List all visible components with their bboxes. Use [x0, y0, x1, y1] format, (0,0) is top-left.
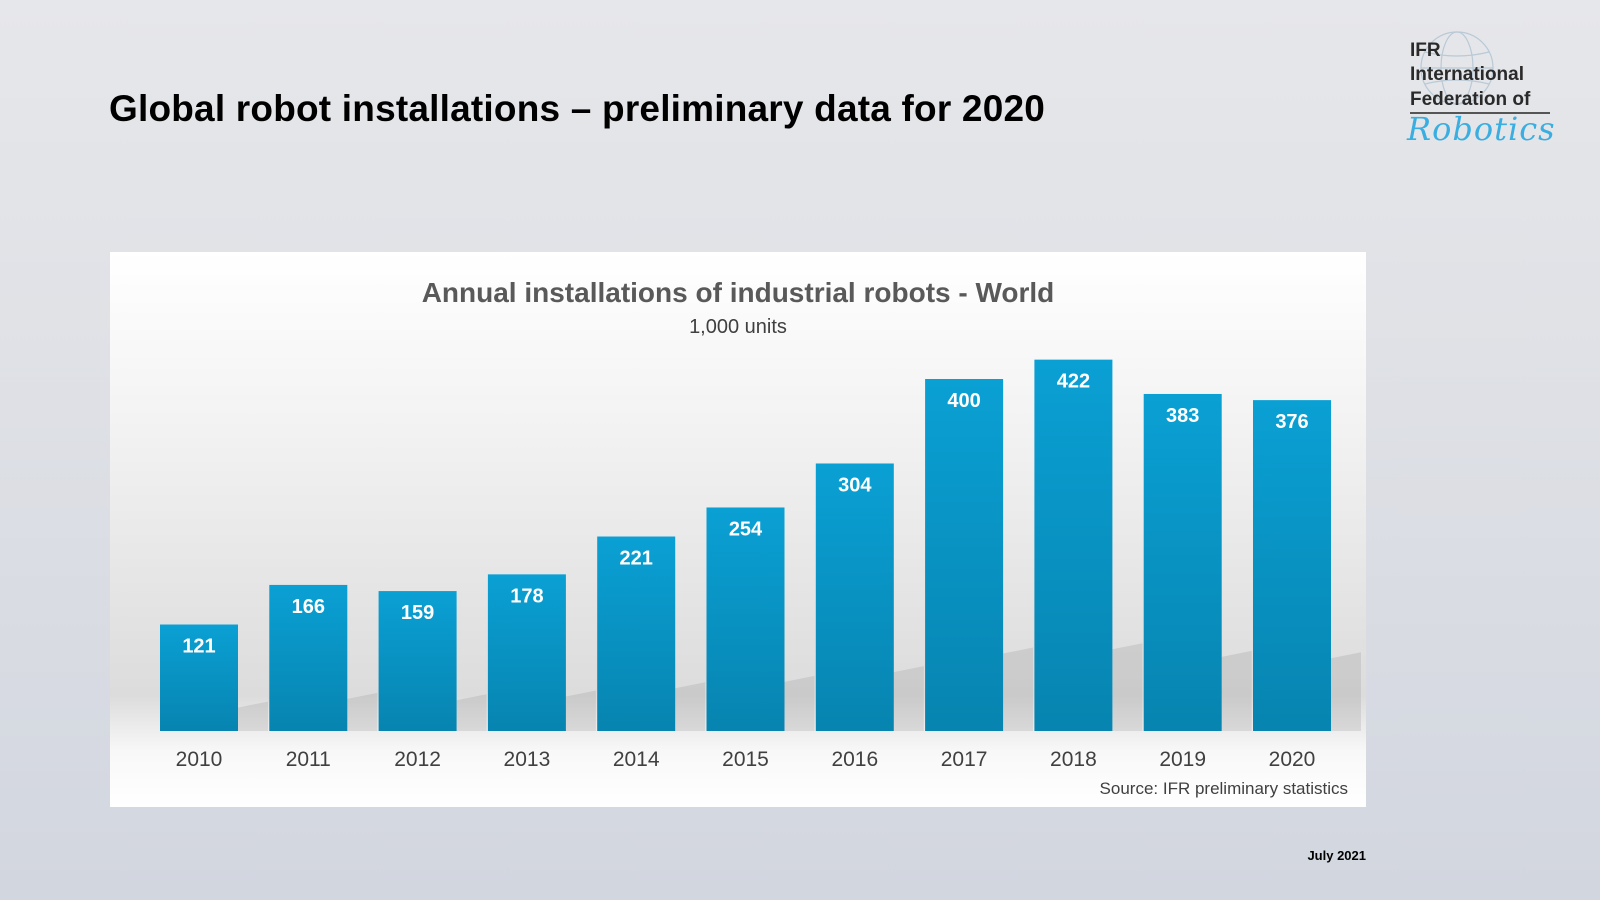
- logo-ifr: IFR: [1410, 40, 1441, 61]
- logo-divider: [1410, 112, 1550, 114]
- data-label: 166: [292, 596, 325, 618]
- data-label: 254: [729, 518, 763, 540]
- bar-shadow: [784, 675, 815, 731]
- bar-2019: [1143, 393, 1222, 731]
- ifr-logo: IFR International Federation of Robotics: [1405, 30, 1595, 155]
- x-tick-label: 2017: [941, 748, 988, 771]
- x-tick-label: 2019: [1159, 748, 1206, 771]
- bar-shadow: [238, 701, 268, 731]
- bar-2017: [925, 379, 1004, 731]
- data-label: 422: [1057, 371, 1090, 393]
- logo-international: International: [1410, 64, 1525, 85]
- bar-2013: [487, 574, 566, 731]
- globe-icon: [1420, 31, 1494, 105]
- data-label: 383: [1166, 405, 1199, 427]
- chart-title: Annual installations of industrial robot…: [421, 277, 1055, 308]
- data-label: 400: [947, 390, 980, 412]
- x-tick-label: 2014: [613, 748, 660, 771]
- x-tick-label: 2015: [722, 748, 769, 771]
- bar-2014: [597, 536, 676, 731]
- x-tick-label: 2011: [286, 748, 331, 771]
- slide-title: Global robot installations – preliminary…: [109, 88, 1046, 129]
- bar-2012: [378, 591, 457, 731]
- bar-2011: [269, 584, 348, 731]
- logo-robotics: Robotics: [1407, 110, 1556, 148]
- bar-shadow: [1331, 652, 1361, 731]
- bar-shadow: [565, 690, 596, 731]
- bar-2016: [815, 463, 894, 731]
- bar-2018: [1034, 359, 1113, 731]
- x-tick-label: 2010: [176, 748, 223, 771]
- x-tick-label: 2013: [504, 748, 551, 771]
- bar-shadow: [1221, 650, 1252, 731]
- data-label: 159: [401, 602, 434, 624]
- bar-shadow: [1112, 643, 1143, 731]
- bar-shadow: [456, 694, 487, 731]
- x-tick-label: 2016: [831, 748, 878, 771]
- data-label: 221: [620, 548, 653, 570]
- bar-2020: [1253, 400, 1331, 731]
- bar-chart: 121 2010 166 2011 159 2012 178 2013 221 2014 254 20…: [160, 359, 1361, 771]
- x-tick-label: 2018: [1050, 748, 1097, 771]
- slide-date: July 2021: [1307, 848, 1366, 863]
- data-label: 376: [1275, 411, 1308, 433]
- x-tick-label: 2012: [394, 748, 441, 771]
- chart-panel: Annual installations of industrial robot…: [110, 252, 1366, 807]
- data-label: 304: [838, 474, 872, 496]
- bar-shadow: [893, 666, 924, 731]
- chart-source: Source: IFR preliminary statistics: [1099, 779, 1348, 798]
- data-label: 178: [510, 585, 543, 607]
- bar-2015: [706, 507, 785, 731]
- bar-shadow: [347, 692, 378, 731]
- logo-federation: Federation of: [1410, 89, 1531, 110]
- x-tick-label: 2020: [1269, 748, 1316, 771]
- bar-shadow: [675, 682, 706, 731]
- bar-2010: [160, 624, 238, 731]
- data-label: 121: [182, 636, 215, 658]
- chart-subtitle: 1,000 units: [689, 316, 787, 338]
- bar-shadow: [1003, 647, 1034, 731]
